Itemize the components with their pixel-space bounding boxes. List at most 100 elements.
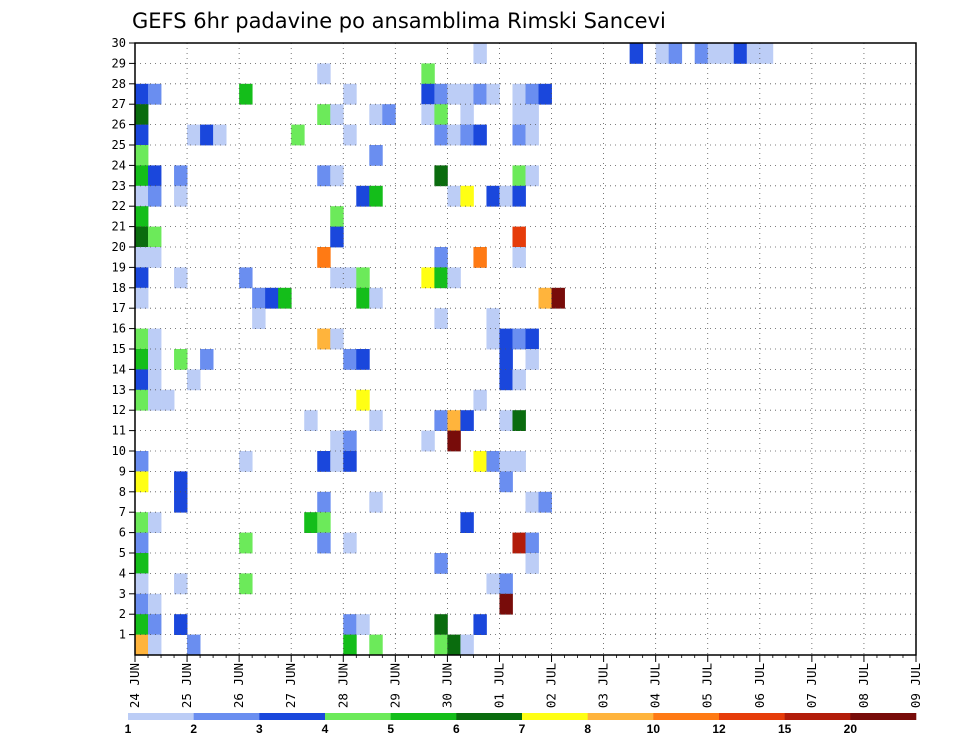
y-tick-label: 27 (112, 97, 126, 111)
x-tick-label: 06 JUL (752, 663, 767, 708)
x-tick-label: 03 JUL (596, 663, 611, 708)
heatmap-cell (421, 63, 435, 85)
heatmap-cell (447, 124, 461, 146)
colorbar-segment (193, 713, 260, 720)
heatmap-cell (369, 185, 383, 207)
heatmap-cell (538, 287, 552, 309)
heatmap-cell (330, 226, 344, 248)
colorbar-label: 4 (322, 722, 329, 736)
y-tick-label: 24 (112, 158, 126, 172)
heatmap-cell (369, 491, 383, 513)
heatmap-cell (512, 124, 526, 146)
x-tick-label: 05 JUL (700, 663, 715, 708)
heatmap-cell (486, 308, 500, 329)
heatmap-cell (148, 369, 162, 391)
heatmap-cell (434, 267, 448, 289)
heatmap-cell (421, 430, 435, 452)
heatmap-cell (278, 287, 292, 309)
heatmap-cell (434, 634, 448, 656)
y-tick-label: 2 (119, 607, 126, 621)
heatmap-cell (525, 553, 539, 574)
heatmap-cell (317, 165, 331, 187)
colorbar-segment (456, 713, 523, 720)
heatmap-cell (200, 124, 214, 146)
colorbar-label: 1 (125, 722, 132, 736)
heatmap-cell (174, 165, 188, 187)
heatmap-cell (473, 247, 487, 268)
chart-title: GEFS 6hr padavine po ansamblima Rimski S… (132, 9, 666, 33)
heatmap-cell (187, 369, 201, 391)
heatmap-cell (317, 247, 331, 268)
heatmap-cell (434, 410, 448, 431)
y-tick-label: 7 (119, 505, 126, 519)
x-axis: 24 JUN 25 JUN 26 JUN 27 JUN 28 JUN 29 JUN 30 J… (127, 655, 923, 708)
heatmap-cell (525, 104, 539, 125)
heatmap-cell (512, 369, 526, 391)
x-tick-label: 07 JUL (804, 663, 819, 708)
heatmap-cell (304, 512, 318, 533)
heatmap-cells (135, 43, 774, 656)
heatmap-cell (135, 267, 149, 289)
heatmap-cell (499, 593, 513, 615)
heatmap-cell (317, 104, 331, 125)
colorbar-segment (719, 713, 785, 720)
heatmap-cell (720, 43, 735, 64)
y-tick-label: 6 (119, 526, 126, 540)
heatmap-cell (447, 430, 461, 452)
heatmap-cell (733, 43, 748, 64)
heatmap-cell (369, 410, 383, 431)
x-tick-label: 30 JUN (439, 663, 454, 708)
heatmap-cell (434, 247, 448, 268)
heatmap-cell (473, 614, 487, 635)
heatmap-cell (486, 328, 500, 350)
heatmap-cell (668, 43, 683, 64)
y-tick-label: 20 (112, 240, 126, 254)
heatmap-cell (135, 471, 149, 493)
heatmap-cell (655, 43, 670, 64)
heatmap-cell (135, 532, 149, 554)
heatmap-cell (447, 410, 461, 431)
y-tick-label: 13 (112, 383, 126, 397)
heatmap-cell (499, 471, 513, 493)
heatmap-cell (148, 593, 162, 615)
heatmap-cell (135, 104, 149, 125)
heatmap-cell (538, 83, 552, 105)
heatmap-cell (629, 43, 644, 64)
heatmap-cell (499, 451, 513, 472)
heatmap-cell (356, 267, 370, 289)
heatmap-cell (148, 247, 162, 268)
heatmap-cell (265, 287, 279, 309)
y-tick-label: 4 (119, 566, 126, 580)
heatmap-cell (135, 287, 149, 309)
heatmap-cell (239, 451, 253, 472)
heatmap-cell (538, 491, 552, 513)
heatmap-cell (421, 83, 435, 105)
x-tick-label: 09 JUL (908, 663, 923, 708)
heatmap-cell (356, 389, 370, 411)
heatmap-cell (330, 430, 344, 452)
y-tick-label: 12 (112, 403, 126, 417)
heatmap-cell (434, 308, 448, 329)
colorbar-segment (128, 713, 194, 720)
heatmap-cell (759, 43, 774, 64)
heatmap-cell (343, 634, 357, 656)
x-tick-label: 27 JUN (283, 663, 298, 708)
heatmap-cell (369, 145, 383, 166)
heatmap-cell (473, 43, 487, 64)
heatmap-cell (434, 83, 448, 105)
heatmap-cell (343, 83, 357, 105)
heatmap-cell (434, 124, 448, 146)
heatmap-cell (356, 349, 370, 370)
colorbar-label: 8 (584, 722, 591, 736)
colorbar-label: 6 (453, 722, 460, 736)
heatmap-cell (135, 124, 149, 146)
heatmap-cell (525, 532, 539, 554)
y-tick-label: 5 (119, 546, 126, 560)
colorbar-label: 5 (387, 722, 394, 736)
y-tick-label: 11 (112, 424, 126, 438)
colorbar-segment (587, 713, 654, 720)
colorbar-segment (784, 713, 851, 720)
x-tick-label: 02 JUL (544, 663, 559, 708)
heatmap-cell (460, 104, 474, 125)
x-tick-label: 04 JUL (648, 663, 663, 708)
